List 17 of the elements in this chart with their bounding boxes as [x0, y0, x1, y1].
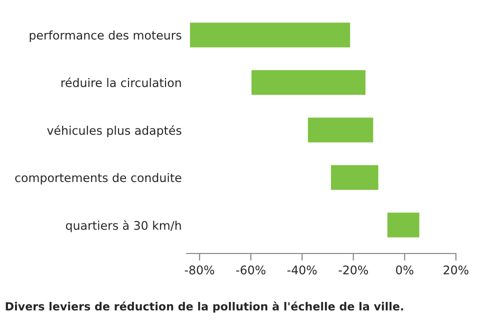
text: Divers leviers de réduction de la pollution à l'échelle de la ville.	[6, 301, 404, 313]
x-tick-label: -60%	[236, 266, 266, 274]
y-tick-label: comportements de conduite	[15, 173, 182, 184]
bar	[386, 211, 421, 239]
bar	[250, 68, 367, 96]
x-tick-label: -40%	[287, 266, 317, 274]
y-tick-label: véhicules plus adaptés	[47, 125, 182, 138]
bar	[188, 21, 352, 49]
y-tick-label: réduire la circulation	[62, 78, 181, 88]
x-tick-label: 20%	[444, 266, 468, 274]
y-tick-label: performance des moteurs	[30, 30, 182, 42]
x-tick-label: 0%	[396, 266, 414, 274]
x-tick-label: -80%	[184, 266, 214, 274]
bar	[330, 164, 380, 192]
x-tick-label: -20%	[338, 266, 368, 274]
y-tick-label: quartiers à 30 km/h	[66, 220, 181, 232]
bar	[306, 116, 375, 144]
